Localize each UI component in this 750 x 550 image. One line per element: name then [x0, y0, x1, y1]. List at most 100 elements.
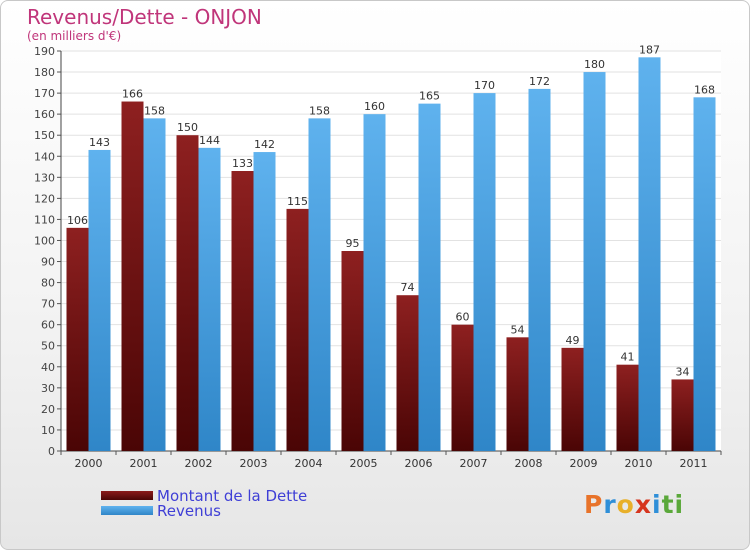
bar-debt-2002 — [176, 135, 199, 452]
data-label-debt-2002: 150 — [177, 121, 198, 134]
bar-debt-2009 — [561, 347, 584, 451]
data-label-debt-2010: 41 — [621, 351, 635, 364]
data-label-debt-2007: 60 — [456, 311, 470, 324]
bar-debt-2003 — [231, 171, 254, 451]
y-tick-label: 10 — [41, 424, 55, 437]
x-tick-label-2008: 2008 — [515, 457, 543, 470]
logo-letter: x — [634, 490, 652, 519]
legend-swatch-debt — [101, 491, 153, 500]
y-tick-label: 40 — [41, 361, 55, 374]
legend-item-debt: Montant de la Dette — [101, 486, 308, 505]
data-label-revenue-2002: 144 — [199, 134, 220, 147]
y-tick-label: 20 — [41, 403, 55, 416]
bar-revenue-2000 — [88, 149, 111, 451]
data-label-debt-2000: 106 — [67, 214, 88, 227]
y-tick-label: 90 — [41, 256, 55, 269]
data-label-revenue-2006: 165 — [419, 90, 440, 103]
y-tick-label: 120 — [34, 192, 55, 205]
bar-debt-2004 — [286, 208, 309, 451]
y-tick-label: 60 — [41, 319, 55, 332]
bar-revenue-2001 — [143, 118, 166, 452]
x-tick-label-2005: 2005 — [350, 457, 378, 470]
bar-revenue-2004 — [308, 118, 331, 452]
bar-debt-2008 — [506, 337, 529, 451]
y-tick-label: 80 — [41, 277, 55, 290]
data-label-debt-2005: 95 — [346, 237, 360, 250]
x-tick-label-2004: 2004 — [295, 457, 323, 470]
logo-letter: P — [584, 490, 604, 519]
data-label-revenue-2009: 180 — [584, 58, 605, 71]
y-tick-label: 0 — [48, 445, 55, 458]
data-label-revenue-2008: 172 — [529, 75, 550, 88]
chart-title: Revenus/Dette - ONJON — [27, 5, 262, 29]
bar-revenue-2008 — [528, 88, 551, 451]
data-label-revenue-2005: 160 — [364, 100, 385, 113]
data-label-revenue-2010: 187 — [639, 43, 660, 56]
bar-debt-2001 — [121, 101, 144, 452]
data-label-revenue-2004: 158 — [309, 104, 330, 117]
data-label-revenue-2007: 170 — [474, 79, 495, 92]
bar-debt-2011 — [671, 379, 694, 451]
bar-revenue-2009 — [583, 72, 606, 451]
data-label-revenue-2003: 142 — [254, 138, 275, 151]
x-tick-label-2011: 2011 — [680, 457, 708, 470]
bar-revenue-2003 — [253, 152, 276, 452]
x-tick-label-2000: 2000 — [75, 457, 103, 470]
x-tick-label-2006: 2006 — [405, 457, 433, 470]
bar-debt-2005 — [341, 251, 364, 451]
data-label-debt-2008: 54 — [511, 323, 525, 336]
x-tick-label-2010: 2010 — [625, 457, 653, 470]
bar-revenue-2002 — [198, 147, 221, 451]
legend: Montant de la Dette Revenus — [101, 486, 308, 520]
x-tick-label-2003: 2003 — [240, 457, 268, 470]
y-tick-label: 170 — [34, 87, 55, 100]
data-label-revenue-2000: 143 — [89, 136, 110, 149]
y-tick-label: 140 — [34, 150, 55, 163]
bar-revenue-2005 — [363, 114, 386, 451]
logo-letter: i — [674, 490, 685, 519]
y-tick-label: 100 — [34, 234, 55, 247]
bar-debt-2007 — [451, 324, 474, 451]
data-label-revenue-2001: 158 — [144, 104, 165, 117]
y-tick-label: 130 — [34, 171, 55, 184]
logo-letter: t — [661, 490, 675, 519]
x-tick-label-2001: 2001 — [130, 457, 158, 470]
bar-debt-2006 — [396, 295, 419, 451]
data-label-debt-2009: 49 — [566, 334, 580, 347]
data-label-debt-2003: 133 — [232, 157, 253, 170]
data-label-revenue-2011: 168 — [694, 83, 715, 96]
y-tick-label: 160 — [34, 108, 55, 121]
x-tick-label-2002: 2002 — [185, 457, 213, 470]
y-tick-label: 180 — [34, 66, 55, 79]
chart-subtitle: (en milliers d'€) — [27, 29, 122, 43]
data-label-debt-2011: 34 — [676, 365, 690, 378]
y-tick-label: 190 — [34, 45, 55, 58]
bar-debt-2000 — [66, 227, 89, 451]
bar-debt-2010 — [616, 364, 639, 451]
plot-area — [61, 51, 721, 451]
bar-revenue-2007 — [473, 93, 496, 452]
x-tick-label-2009: 2009 — [570, 457, 598, 470]
logo-letter: i — [652, 490, 662, 519]
legend-item-revenue: Revenus — [101, 501, 307, 520]
bar-revenue-2010 — [638, 57, 661, 451]
logo-letter: o — [616, 490, 635, 519]
bar-revenue-2006 — [418, 103, 441, 451]
data-label-debt-2004: 115 — [287, 195, 308, 208]
legend-swatch-revenue — [101, 506, 153, 515]
y-tick-label: 30 — [41, 382, 55, 395]
logo-letter: r — [603, 490, 617, 519]
y-tick-label: 110 — [34, 213, 55, 226]
data-label-debt-2006: 74 — [401, 281, 415, 294]
legend-label-revenue: Revenus — [157, 501, 221, 520]
bar-revenue-2011 — [693, 97, 716, 451]
proxiti-logo: Proxiti — [584, 490, 684, 519]
x-tick-label-2007: 2007 — [460, 457, 488, 470]
y-tick-label: 150 — [34, 129, 55, 142]
data-label-debt-2001: 166 — [122, 88, 143, 101]
y-tick-label: 70 — [41, 298, 55, 311]
legend-label-debt: Montant de la Dette — [157, 486, 308, 505]
y-tick-label: 50 — [41, 340, 55, 353]
